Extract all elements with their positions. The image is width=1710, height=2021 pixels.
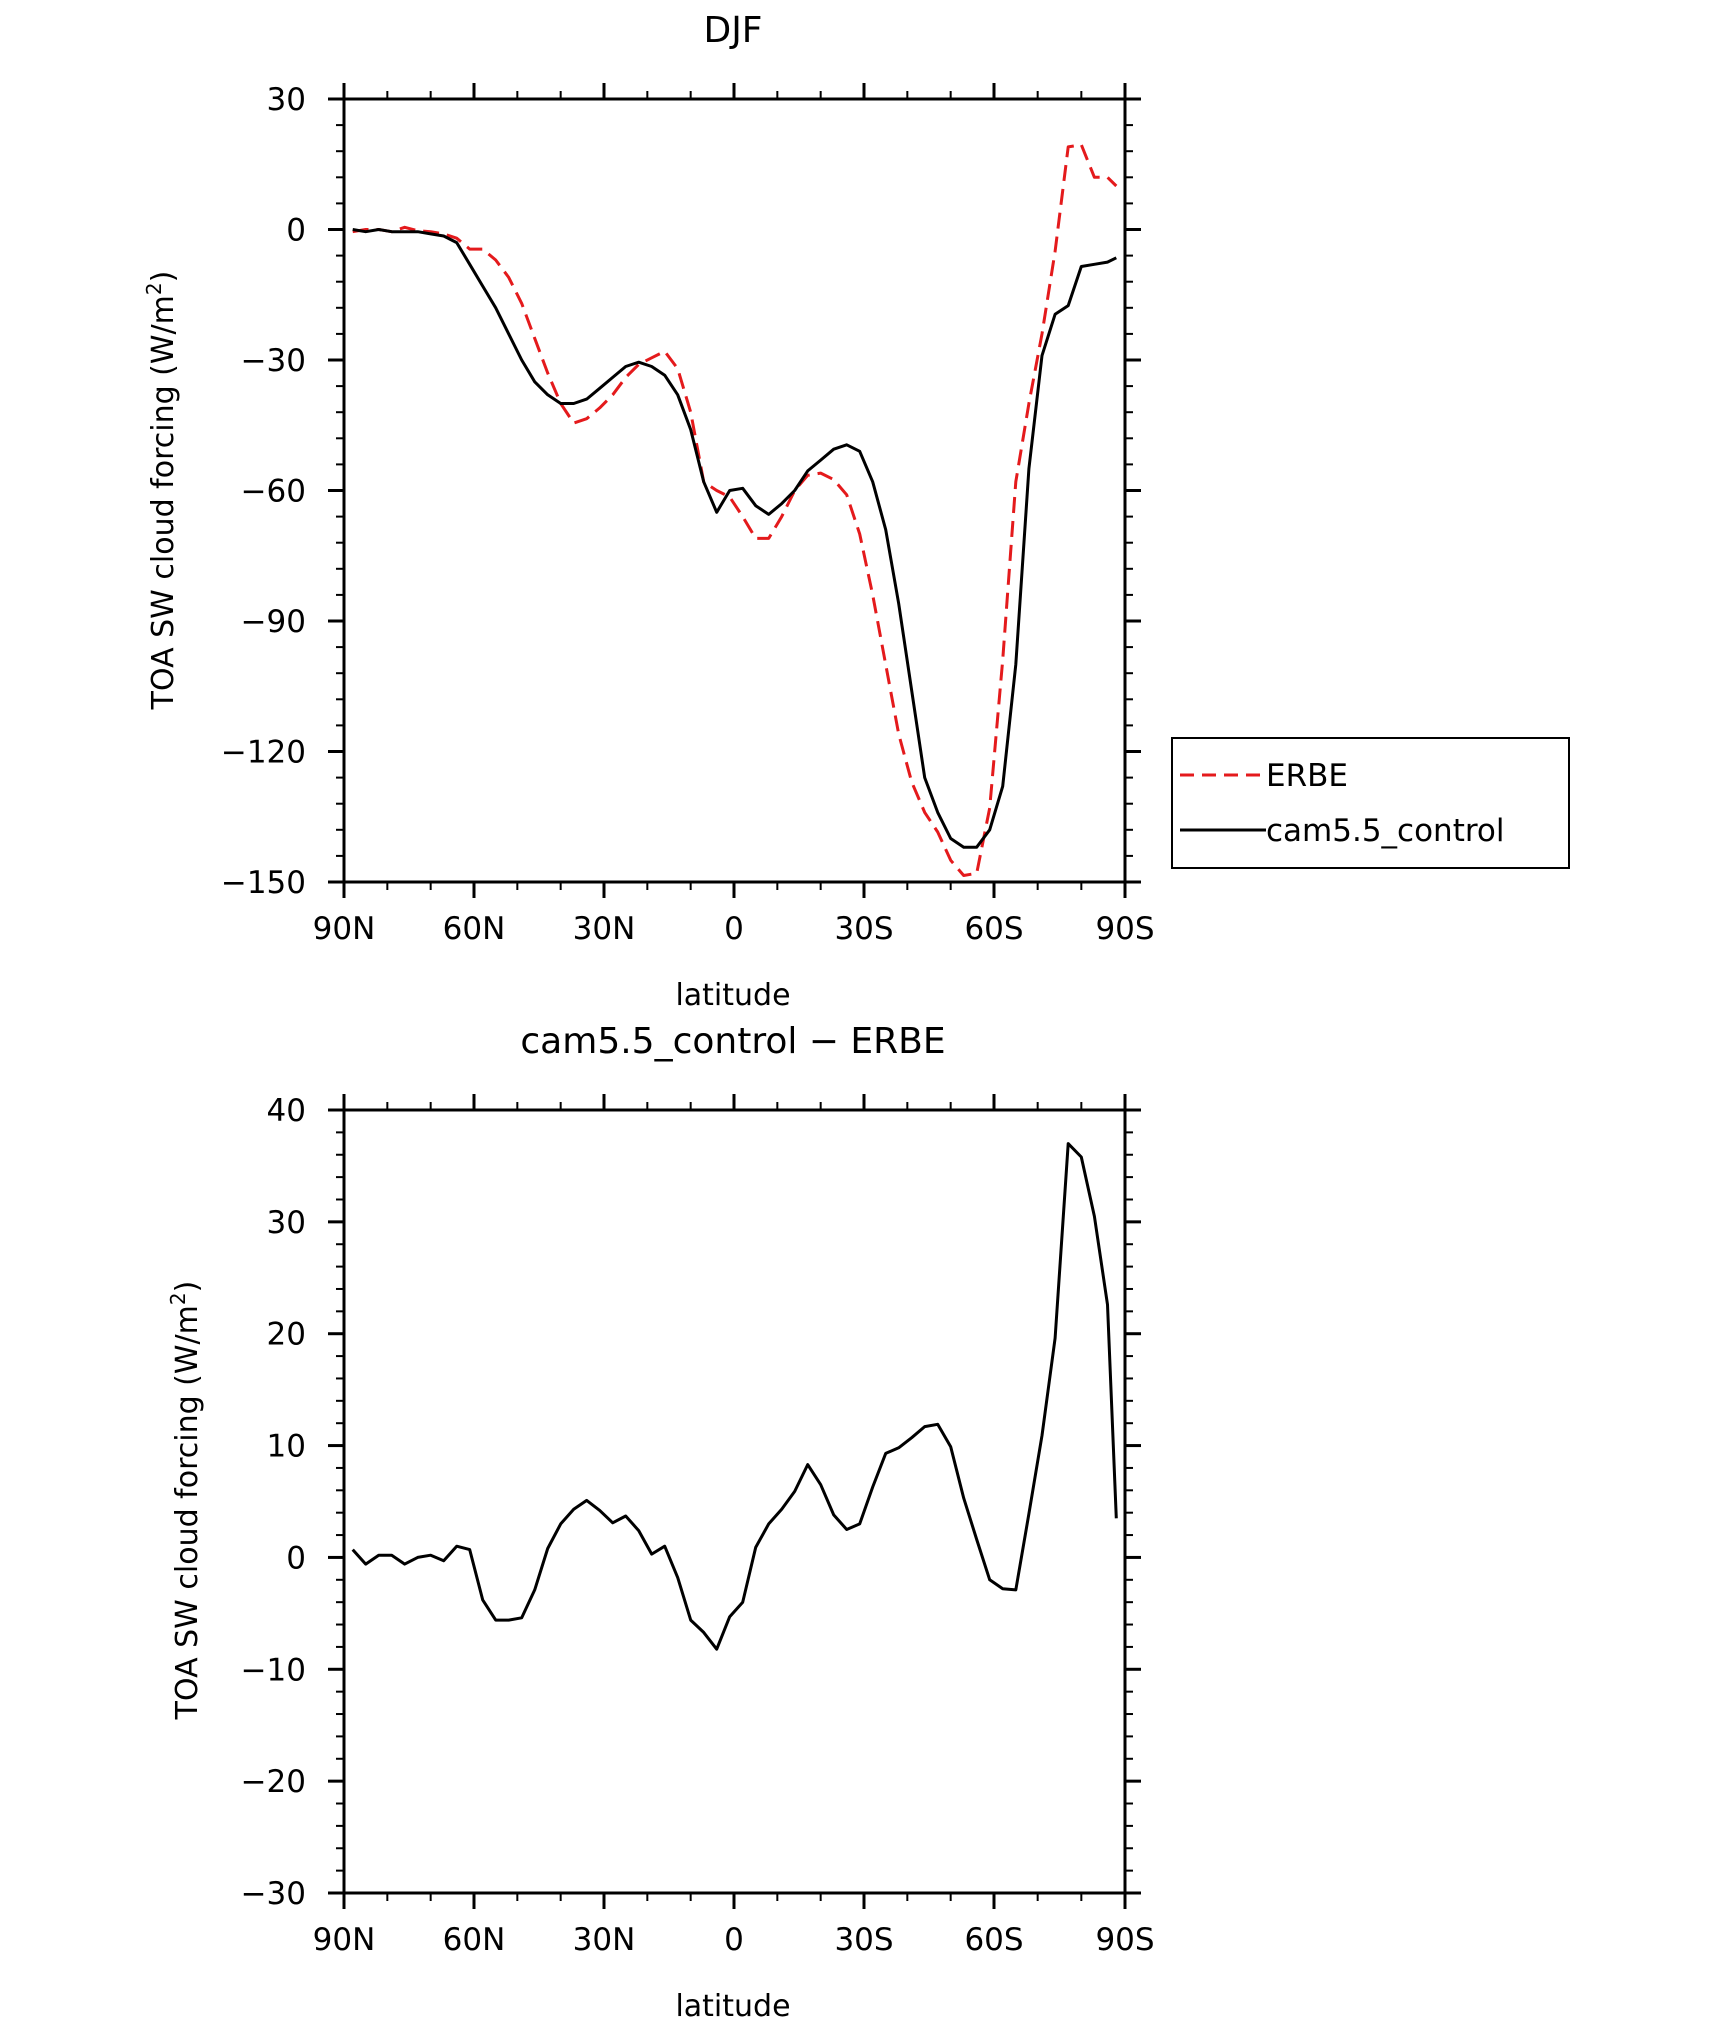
bottom-x-axis-label: latitude xyxy=(675,1989,790,2021)
bottom-y-axis-label-main: TOA SW cloud forcing (W/m xyxy=(170,1305,205,1720)
y-tick-label: −60 xyxy=(241,474,306,510)
top-panel: DJF 30 0 −30 −60 −90 −120 −150 90N 60N 30N 0 30S 60… xyxy=(142,10,1570,1013)
x-tick-label: 90N xyxy=(313,911,376,947)
y-tick-label: −30 xyxy=(241,1876,306,1912)
top-y-axis-label-close: ) xyxy=(146,271,181,283)
y-tick-label: −150 xyxy=(221,865,306,901)
x-tick-label: 90S xyxy=(1095,911,1154,947)
x-tick-label: 60N xyxy=(443,1922,506,1958)
series-line-erbe xyxy=(352,143,1118,877)
legend-cam-label: cam5.5_control xyxy=(1266,813,1505,849)
y-tick-label: 0 xyxy=(286,1540,306,1576)
y-tick-label: −20 xyxy=(241,1764,306,1800)
y-tick-label: −10 xyxy=(241,1652,306,1688)
y-tick-label: 10 xyxy=(267,1429,306,1465)
top-y-tick-labels: 30 0 −30 −60 −90 −120 −150 xyxy=(221,82,306,901)
x-tick-label: 90N xyxy=(313,1922,376,1958)
y-tick-label: 0 xyxy=(286,213,306,249)
x-tick-label: 30S xyxy=(834,1922,893,1958)
y-tick-label: 30 xyxy=(267,82,306,118)
y-tick-label: 40 xyxy=(267,1093,306,1129)
series-line-difference xyxy=(351,1142,1118,1651)
legend-box xyxy=(1171,737,1570,869)
x-tick-label: 30S xyxy=(834,911,893,947)
series-line-cam5-5-control xyxy=(352,228,1117,849)
x-tick-label: 90S xyxy=(1095,1922,1154,1958)
bottom-y-axis-label: TOA SW cloud forcing (W/m2) xyxy=(166,1281,205,1721)
bottom-title: cam5.5_control − ERBE xyxy=(520,1021,945,1062)
legend-erbe-label: ERBE xyxy=(1266,758,1348,794)
top-y-axis-label-sup: 2 xyxy=(142,282,166,295)
bottom-plot-frame xyxy=(342,1108,1127,1895)
bottom-panel: cam5.5_control − ERBE 403020100−10−20−30… xyxy=(166,1021,1155,2021)
y-tick-label: −90 xyxy=(241,604,306,640)
x-tick-label: 60N xyxy=(443,911,506,947)
bottom-y-tick-labels: 40 30 20 10 0 −10 −20 −30 xyxy=(241,1093,306,1912)
x-tick-label: 60S xyxy=(964,1922,1023,1958)
y-tick-label: −120 xyxy=(221,735,306,771)
top-title: DJF xyxy=(703,10,762,51)
bottom-y-axis-label-sup: 2 xyxy=(166,1292,190,1305)
bottom-series xyxy=(351,1142,1118,1651)
top-plot-frame xyxy=(342,97,1127,884)
bottom-tick-marks xyxy=(328,1094,1141,1909)
y-tick-label: 30 xyxy=(267,1205,306,1241)
top-series xyxy=(352,143,1118,877)
legend: ERBE cam5.5_control xyxy=(1171,737,1570,869)
x-tick-label: 0 xyxy=(724,911,744,947)
bottom-y-axis-label-close: ) xyxy=(170,1281,205,1293)
y-tick-label: 20 xyxy=(267,1317,306,1353)
bottom-x-tick-labels: 90N 60N 30N 0 30S 60S 90S xyxy=(313,1922,1155,1958)
top-x-axis-label: latitude xyxy=(675,978,790,1013)
top-x-tick-labels: 90N 60N 30N 0 30S 60S 90S xyxy=(313,911,1155,947)
x-tick-label: 0 xyxy=(724,1922,744,1958)
y-tick-label: −30 xyxy=(241,343,306,379)
x-tick-label: 30N xyxy=(573,911,636,947)
top-y-axis-label-main: TOA SW cloud forcing (W/m xyxy=(146,295,181,710)
x-tick-label: 60S xyxy=(964,911,1023,947)
top-y-axis-label: TOA SW cloud forcing (W/m2) xyxy=(142,271,181,711)
x-tick-label: 30N xyxy=(573,1922,636,1958)
